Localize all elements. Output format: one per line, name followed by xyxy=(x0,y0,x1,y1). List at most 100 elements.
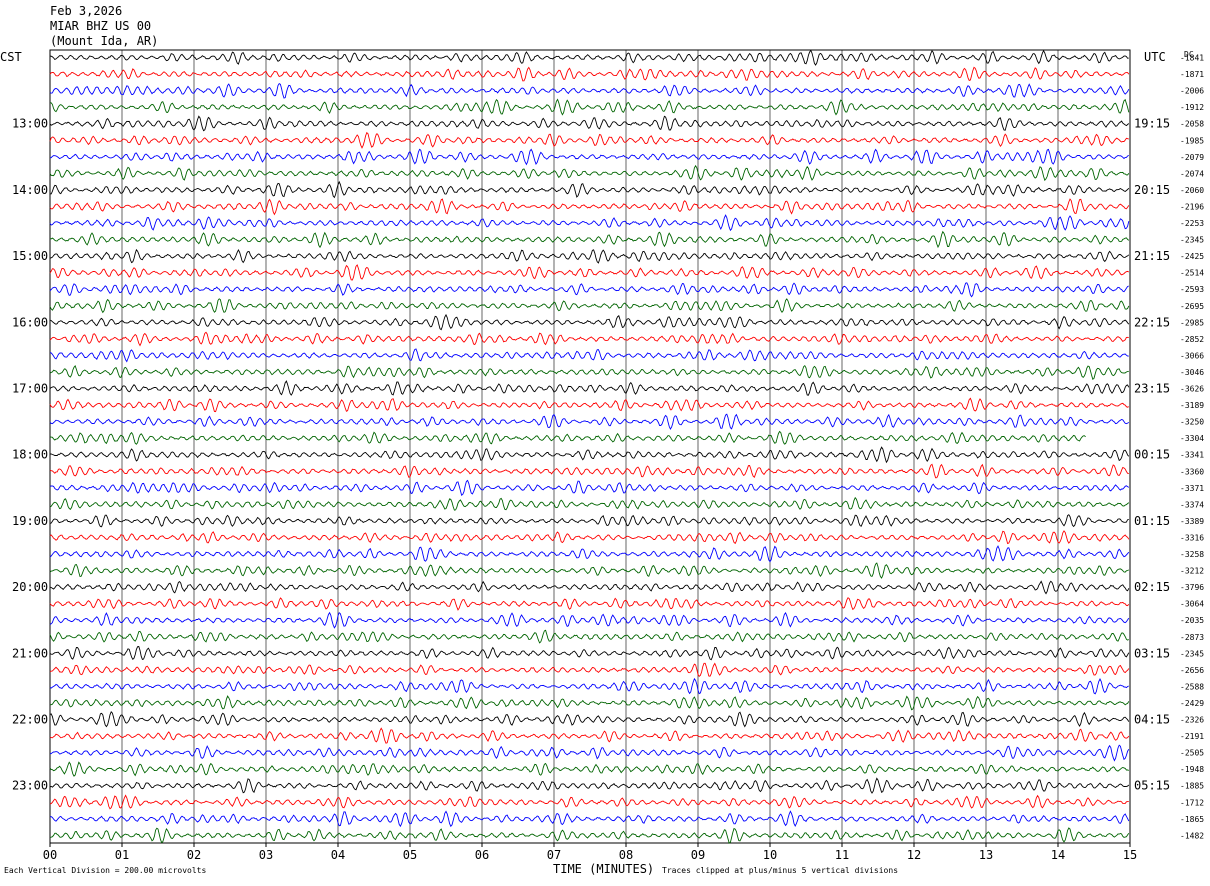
right-hour-label: 21:15 xyxy=(1134,249,1170,263)
trace-line xyxy=(49,115,1130,132)
x-tick-label: 08 xyxy=(619,848,633,862)
trace-line xyxy=(49,645,1130,661)
trace-line xyxy=(49,597,1130,611)
dc-offset-label: -2593 xyxy=(1180,285,1204,294)
left-hour-label: 16:00 xyxy=(12,315,48,329)
seismic-traces xyxy=(49,49,1130,844)
left-hour-label: 21:00 xyxy=(12,646,48,660)
right-hour-label: 02:15 xyxy=(1134,580,1170,594)
trace-line xyxy=(49,298,1130,314)
dc-offset-label: -1871 xyxy=(1180,70,1204,79)
trace-line xyxy=(49,761,1129,777)
plot-frame xyxy=(49,49,1131,844)
dc-offset-label: -1985 xyxy=(1180,136,1204,145)
left-hour-label: 18:00 xyxy=(12,448,48,462)
trace-line xyxy=(49,827,1130,844)
scale-note: Each Vertical Division = 200.00 microvol… xyxy=(4,866,207,875)
trace-line xyxy=(49,331,1129,347)
dc-offset-label: -3064 xyxy=(1180,600,1204,609)
dc-offset-label: -1841 xyxy=(1180,54,1204,63)
dc-offset-label: -3258 xyxy=(1180,550,1204,559)
dc-offset-label: -2079 xyxy=(1180,153,1204,162)
x-tick-label: 04 xyxy=(331,848,345,862)
x-tick-label: 09 xyxy=(691,848,705,862)
trace-line xyxy=(49,264,1129,281)
left-hour-label: 17:00 xyxy=(12,382,48,396)
trace-line xyxy=(49,479,1130,496)
right-hour-label: 19:15 xyxy=(1134,117,1170,131)
trace-line xyxy=(49,777,1130,794)
trace-line xyxy=(49,82,1130,99)
left-hour-label: 13:00 xyxy=(12,117,48,131)
x-tick-label: 13 xyxy=(979,848,993,862)
trace-line xyxy=(49,496,1130,511)
dc-offset-label: -2058 xyxy=(1180,120,1204,129)
trace-line xyxy=(49,545,1130,563)
left-timezone: CST xyxy=(0,50,22,64)
right-hour-label: 03:15 xyxy=(1134,646,1170,660)
dc-offset-label: -1885 xyxy=(1180,782,1204,791)
dc-offset-label: -2074 xyxy=(1180,169,1204,178)
trace-line xyxy=(49,629,1130,644)
trace-line xyxy=(49,514,1129,528)
trace-line xyxy=(49,180,1130,199)
station-location: (Mount Ida, AR) xyxy=(50,34,159,48)
trace-line xyxy=(49,148,1130,166)
x-tick-label: 15 xyxy=(1123,848,1137,862)
x-axis-ticks: 00 01 02 03 04 05 06 07 08 09 10 11 12 13 14 15 xyxy=(43,843,1137,862)
station-id: MIAR BHZ US 00 xyxy=(50,19,152,33)
dc-offset-label: -1482 xyxy=(1180,831,1204,840)
dc-offset-label: -1865 xyxy=(1180,815,1204,824)
trace-line xyxy=(49,611,1130,629)
trace-line xyxy=(49,397,1130,413)
right-hour-label: 04:15 xyxy=(1134,713,1170,727)
x-tick-label: 03 xyxy=(259,848,273,862)
x-tick-label: 05 xyxy=(403,848,417,862)
trace-line xyxy=(49,131,1129,149)
right-hour-label: 01:15 xyxy=(1134,514,1170,528)
dc-offset-label: -3250 xyxy=(1180,418,1204,427)
dc-offset-label: -3374 xyxy=(1180,500,1204,509)
x-tick-label: 10 xyxy=(763,848,777,862)
dc-offset-label: -3304 xyxy=(1180,434,1204,443)
left-hour-label: 14:00 xyxy=(12,183,48,197)
right-hour-label: 20:15 xyxy=(1134,183,1170,197)
dc-offset-label: -2345 xyxy=(1180,236,1204,245)
dc-offset-label: -1948 xyxy=(1180,765,1204,774)
plot-date: Feb 3,2026 xyxy=(50,4,123,18)
dc-offset-label: -1712 xyxy=(1180,798,1204,807)
dc-offset-labels: -1841 -1871 -2006 -1912 -2058 -1985 -2079 -2074… xyxy=(1180,54,1204,841)
trace-line xyxy=(49,530,1130,545)
right-hour-label: 22:15 xyxy=(1134,315,1170,329)
trace-line xyxy=(49,727,1130,744)
dc-offset-label: -2425 xyxy=(1180,252,1204,261)
dc-offset-label: -2505 xyxy=(1180,749,1204,758)
trace-line xyxy=(50,446,1130,464)
right-hour-label: 00:15 xyxy=(1134,448,1170,462)
trace-line xyxy=(49,430,1086,445)
dc-offset-label: -2006 xyxy=(1180,87,1204,96)
x-tick-label: 11 xyxy=(835,848,849,862)
trace-line xyxy=(49,744,1130,762)
x-tick-label: 14 xyxy=(1051,848,1065,862)
dc-offset-label: -2695 xyxy=(1180,302,1204,311)
trace-line xyxy=(49,198,1130,216)
right-time-labels: 19:15 20:15 21:15 22:15 23:15 00:15 01:15 02:15… xyxy=(1134,117,1170,793)
trace-line xyxy=(49,710,1130,728)
x-tick-label: 00 xyxy=(43,848,57,862)
dc-offset-label: -3316 xyxy=(1180,533,1204,542)
trace-line xyxy=(49,794,1129,810)
left-time-labels: 13:00 14:00 15:00 16:00 17:00 18:00 19:00 20:00… xyxy=(12,117,48,793)
dc-offset-label: -2852 xyxy=(1180,335,1204,344)
trace-line xyxy=(49,49,1129,66)
x-tick-label: 07 xyxy=(547,848,561,862)
dc-offset-label: -2588 xyxy=(1180,682,1204,691)
dc-offset-label: -3189 xyxy=(1180,401,1204,410)
plot-grid xyxy=(49,49,1131,844)
dc-column-label: DC xyxy=(1184,50,1194,59)
dc-offset-label: -1912 xyxy=(1180,103,1204,112)
right-timezone: UTC xyxy=(1144,50,1166,64)
dc-offset-label: -2985 xyxy=(1180,318,1204,327)
dc-offset-label: -2191 xyxy=(1180,732,1204,741)
right-hour-label: 23:15 xyxy=(1134,382,1170,396)
